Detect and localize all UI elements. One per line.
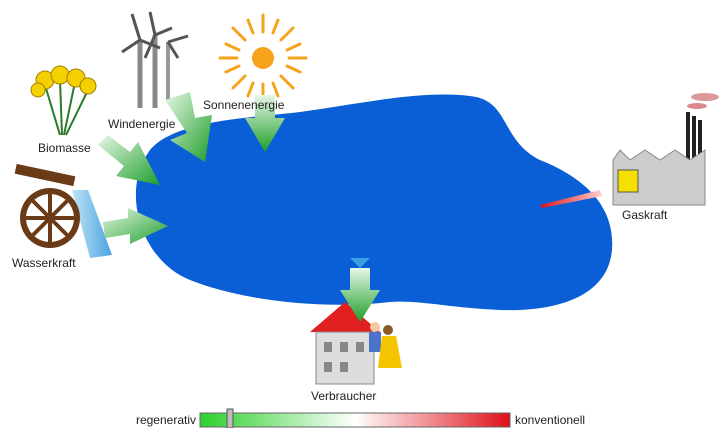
label-gaskraft: Gaskraft [622,208,668,222]
scale-left-label: regenerativ [136,413,196,427]
wind-icon [121,11,189,108]
label-wasserkraft: Wasserkraft [12,256,76,270]
label-verbraucher: Verbraucher [311,389,376,403]
biomass-icon [30,65,97,136]
gas-plant-icon [540,93,719,208]
label-sonnenenergie: Sonnenenergie [203,98,285,112]
arrow [165,92,212,162]
arrow [340,268,380,322]
water-wheel-icon [14,163,112,258]
consumer-icon [310,302,402,385]
arrow [350,258,370,268]
arrow [103,208,168,244]
scale-bar [199,412,511,428]
label-biomasse: Biomasse [38,141,91,155]
label-windenergie: Windenergie [108,117,176,131]
flow-arrows [98,92,380,322]
arrow [98,135,160,185]
scale-right-label: konventionell [515,413,585,427]
arrow [245,95,285,152]
scale-slider [226,408,234,428]
sun-icon [218,13,308,102]
energy-lake [135,94,613,311]
